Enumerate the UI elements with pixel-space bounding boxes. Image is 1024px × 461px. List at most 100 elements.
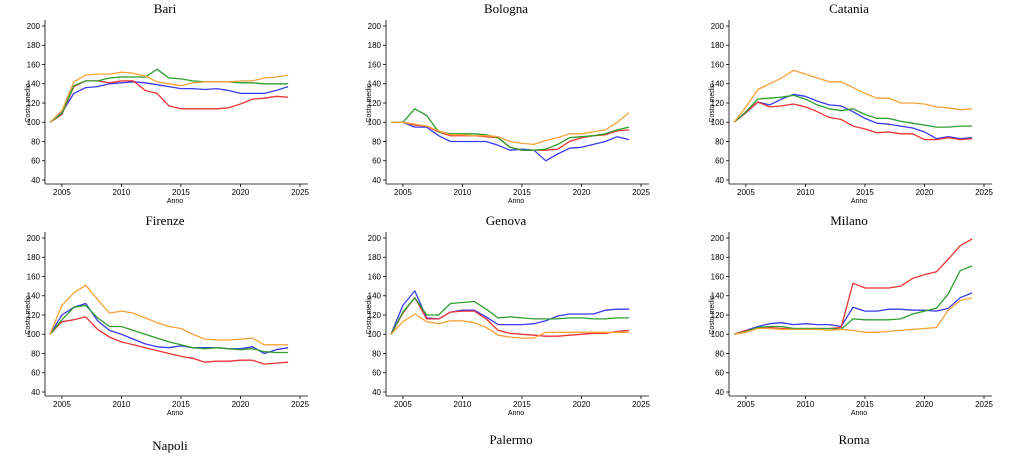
series-line-1 bbox=[49, 81, 289, 123]
x-axis-title: Anno bbox=[508, 410, 524, 417]
chart-panel-bari: Bari 40 60 80 100 120 140 160 180 200 2005 2010 2015… bbox=[0, 0, 330, 210]
y-tick-label: 40 bbox=[715, 176, 724, 185]
y-tick-label: 40 bbox=[31, 176, 40, 185]
y-tick-label: 100 bbox=[711, 118, 725, 127]
x-tick-label: 2010 bbox=[113, 188, 131, 197]
x-tick-label: 2010 bbox=[113, 400, 131, 409]
y-tick-label: 200 bbox=[27, 22, 41, 31]
x-tick-label: 2020 bbox=[916, 188, 934, 197]
y-tick-label: 120 bbox=[368, 99, 382, 108]
y-tick-label: 100 bbox=[368, 330, 382, 339]
chart-title: Genova bbox=[485, 213, 527, 228]
line-chart: 40 60 80 100 120 140 160 180 200 2005 2010 2015 2020… bbox=[366, 20, 650, 205]
y-tick-label: 120 bbox=[368, 311, 382, 320]
y-tick-label: 120 bbox=[27, 99, 41, 108]
line-chart: 40 60 80 100 120 140 160 180 200 2005 2010 2015 2020… bbox=[366, 232, 650, 417]
series-line-4 bbox=[49, 284, 289, 346]
y-tick-label: 120 bbox=[711, 311, 725, 320]
chart-title: Bari bbox=[153, 1, 177, 16]
y-tick-label: 200 bbox=[368, 234, 382, 243]
x-tick-label: 2015 bbox=[513, 188, 531, 197]
x-tick-label: 2025 bbox=[975, 188, 993, 197]
y-tick-label: 160 bbox=[711, 60, 725, 69]
x-tick-label: 2020 bbox=[232, 400, 250, 409]
y-tick-label: 100 bbox=[368, 118, 382, 127]
y-tick-label: 180 bbox=[368, 41, 382, 50]
x-tick-label: 2020 bbox=[232, 188, 250, 197]
y-tick-label: 120 bbox=[27, 311, 41, 320]
series-line-4 bbox=[733, 69, 973, 123]
y-tick-label: 60 bbox=[31, 157, 40, 166]
y-tick-label: 60 bbox=[715, 157, 724, 166]
x-tick-label: 2025 bbox=[291, 400, 309, 409]
y-tick-label: 200 bbox=[27, 234, 41, 243]
x-tick-label: 2020 bbox=[573, 400, 591, 409]
y-tick-label: 140 bbox=[711, 80, 725, 89]
x-axis-title: Anno bbox=[851, 198, 867, 205]
y-tick-label: 200 bbox=[368, 22, 382, 31]
y-tick-label: 100 bbox=[711, 330, 725, 339]
chart-title: Firenze bbox=[145, 213, 185, 228]
y-axis-title: Costo medio bbox=[366, 83, 373, 122]
y-axis-title: Costo medio bbox=[25, 295, 32, 334]
x-tick-label: 2015 bbox=[172, 188, 190, 197]
y-axis-title: Costo medio bbox=[709, 83, 716, 122]
y-tick-label: 200 bbox=[711, 234, 725, 243]
y-tick-label: 160 bbox=[27, 272, 41, 281]
chart-title: Bologna bbox=[483, 1, 529, 16]
y-tick-label: 40 bbox=[715, 388, 724, 397]
y-tick-label: 180 bbox=[368, 253, 382, 262]
x-tick-label: 2020 bbox=[916, 400, 934, 409]
y-tick-label: 140 bbox=[27, 80, 41, 89]
x-tick-label: 2020 bbox=[573, 188, 591, 197]
y-tick-label: 200 bbox=[711, 22, 725, 31]
x-tick-label: 2025 bbox=[975, 400, 993, 409]
y-tick-label: 160 bbox=[368, 272, 382, 281]
series-line-2 bbox=[49, 316, 289, 365]
y-tick-label: 80 bbox=[372, 349, 381, 358]
x-tick-label: 2025 bbox=[632, 400, 650, 409]
y-tick-label: 80 bbox=[31, 349, 40, 358]
y-tick-label: 180 bbox=[711, 253, 725, 262]
x-tick-label: 2015 bbox=[172, 400, 190, 409]
y-tick-label: 100 bbox=[27, 118, 41, 127]
y-tick-label: 100 bbox=[27, 330, 41, 339]
y-tick-label: 140 bbox=[27, 292, 41, 301]
y-tick-label: 80 bbox=[372, 137, 381, 146]
line-chart: 40 60 80 100 120 140 160 180 200 2005 2010 2015 2020… bbox=[709, 20, 993, 205]
x-axis-title: Anno bbox=[167, 198, 183, 205]
series-line-1 bbox=[733, 292, 973, 335]
x-tick-label: 2010 bbox=[797, 400, 815, 409]
x-tick-label: 2025 bbox=[291, 188, 309, 197]
line-chart: 40 60 80 100 120 140 160 180 200 2005 2010 2015 2020… bbox=[25, 20, 309, 205]
y-tick-label: 180 bbox=[711, 41, 725, 50]
series-line-4 bbox=[391, 112, 630, 146]
y-tick-label: 40 bbox=[372, 388, 381, 397]
series-line-1 bbox=[391, 121, 630, 162]
series-line-4 bbox=[733, 297, 973, 335]
x-tick-label: 2015 bbox=[513, 400, 531, 409]
y-axis-title: Costo medio bbox=[25, 83, 32, 122]
series-line-4 bbox=[390, 313, 630, 339]
y-tick-label: 60 bbox=[31, 369, 40, 378]
y-tick-label: 60 bbox=[715, 369, 724, 378]
series-line-1 bbox=[733, 93, 973, 140]
series-line-2 bbox=[733, 238, 973, 335]
series-line-1 bbox=[49, 302, 289, 355]
series-line-3 bbox=[391, 108, 630, 151]
x-tick-label: 2005 bbox=[737, 400, 755, 409]
series-line-3 bbox=[390, 297, 630, 335]
line-chart: 40 60 80 100 120 140 160 180 200 2005 2010 2015 2020… bbox=[709, 232, 993, 417]
x-tick-label: 2010 bbox=[454, 188, 472, 197]
x-tick-label: 2010 bbox=[454, 400, 472, 409]
x-tick-label: 2015 bbox=[856, 400, 874, 409]
x-tick-label: 2005 bbox=[53, 400, 71, 409]
chart-title: Catania bbox=[829, 1, 869, 16]
x-axis-title: Anno bbox=[851, 410, 867, 417]
x-axis-title: Anno bbox=[167, 410, 183, 417]
series-line-3 bbox=[733, 94, 973, 128]
y-tick-label: 80 bbox=[715, 137, 724, 146]
x-tick-label: 2005 bbox=[737, 188, 755, 197]
y-tick-label: 180 bbox=[27, 253, 41, 262]
